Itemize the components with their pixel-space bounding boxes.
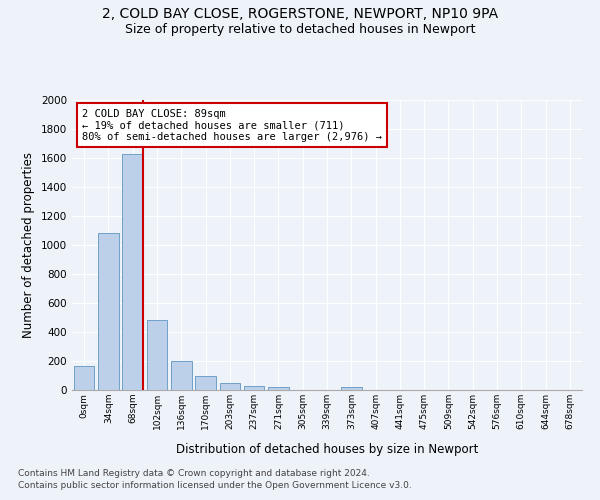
Bar — [195, 376, 216, 390]
Bar — [268, 387, 289, 390]
Bar — [171, 361, 191, 390]
Text: 2 COLD BAY CLOSE: 89sqm
← 19% of detached houses are smaller (711)
80% of semi-d: 2 COLD BAY CLOSE: 89sqm ← 19% of detache… — [82, 108, 382, 142]
Text: Size of property relative to detached houses in Newport: Size of property relative to detached ho… — [125, 22, 475, 36]
Bar — [74, 366, 94, 390]
Text: Contains HM Land Registry data © Crown copyright and database right 2024.: Contains HM Land Registry data © Crown c… — [18, 468, 370, 477]
Bar — [98, 232, 119, 390]
Bar — [244, 386, 265, 390]
Y-axis label: Number of detached properties: Number of detached properties — [22, 152, 35, 338]
Text: Distribution of detached houses by size in Newport: Distribution of detached houses by size … — [176, 442, 478, 456]
Bar — [341, 387, 362, 390]
Text: Contains public sector information licensed under the Open Government Licence v3: Contains public sector information licen… — [18, 481, 412, 490]
Bar — [146, 320, 167, 390]
Bar — [122, 154, 143, 390]
Text: 2, COLD BAY CLOSE, ROGERSTONE, NEWPORT, NP10 9PA: 2, COLD BAY CLOSE, ROGERSTONE, NEWPORT, … — [102, 8, 498, 22]
Bar — [220, 384, 240, 390]
